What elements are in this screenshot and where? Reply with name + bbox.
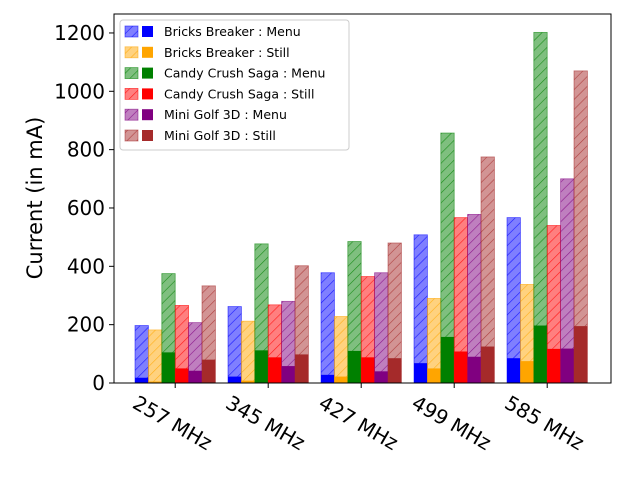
bar-still-total — [147, 329, 163, 384]
bar-menu-total — [134, 325, 149, 384]
y-tick-label: 0 — [92, 371, 105, 395]
bar-menu-base — [135, 377, 149, 383]
bar-menu-base — [414, 363, 428, 383]
x-axis: 257 MHz 345 MHz 427 MHz 499 MHz 585 MHz — [129, 383, 589, 455]
legend-hatch-swatch — [124, 88, 139, 100]
bar-still-base — [295, 354, 309, 383]
bar-menu-base — [281, 366, 295, 383]
y-tick-label: 800 — [67, 138, 105, 162]
bar-still-total — [240, 320, 256, 384]
bar-still-base — [148, 381, 162, 383]
bar-still-base — [202, 359, 216, 383]
y-tick-label: 1200 — [54, 21, 105, 45]
x-tick-label: 585 MHz — [501, 391, 589, 455]
bar-menu-base — [254, 350, 269, 383]
bar-still-base — [388, 358, 402, 383]
legend-label: Mini Golf 3D : Menu — [164, 107, 287, 122]
bar-menu-total — [506, 217, 521, 384]
bar-still-base — [361, 357, 375, 383]
bar-still-base — [175, 368, 189, 383]
legend-box — [119, 19, 350, 151]
legend-label: Mini Golf 3D : Still — [164, 128, 276, 143]
x-tick-label: 499 MHz — [408, 391, 496, 455]
legend-solid-swatch — [142, 67, 153, 79]
bar-still-base — [334, 376, 348, 383]
bar-menu-base — [467, 356, 481, 383]
bar-menu-base — [188, 370, 202, 383]
x-tick-label: 345 MHz — [222, 391, 310, 455]
y-axis: 0 200 400 600 800 1000 1200 — [54, 21, 114, 395]
bar-menu-base — [161, 352, 176, 383]
bar-menu-total — [413, 234, 428, 384]
bar-still-base — [547, 348, 561, 383]
x-tick-label: 427 MHz — [315, 391, 403, 455]
bar-still-base — [427, 368, 441, 383]
bar-menu-base — [440, 336, 455, 383]
legend-solid-swatch — [142, 46, 153, 58]
y-tick-label: 600 — [67, 196, 105, 220]
legend-label: Bricks Breaker : Still — [164, 45, 290, 60]
legend-hatch-swatch — [124, 67, 139, 79]
legend-solid-swatch — [142, 130, 153, 141]
bar-menu-base — [507, 358, 521, 383]
x-tick-label: 257 MHz — [129, 391, 217, 455]
legend-solid-swatch — [142, 26, 153, 37]
bar-still-base — [454, 351, 468, 383]
legend-hatch-swatch — [124, 129, 139, 142]
legend-solid-swatch — [142, 109, 153, 121]
plot-frame — [113, 13, 612, 384]
y-axis-title: Current (in mA) — [23, 117, 47, 280]
legend-hatch-swatch — [124, 25, 139, 38]
bar-menu-total — [227, 306, 242, 384]
bar-still-base — [241, 380, 255, 383]
legend-label: Bricks Breaker : Menu — [164, 24, 301, 39]
legend-hatch-swatch — [124, 108, 139, 121]
bar-menu-base — [374, 371, 388, 383]
y-tick-label: 200 — [67, 313, 105, 337]
bar-menu-base — [347, 350, 362, 383]
legend: Bricks Breaker : Menu Bricks Breaker : St… — [119, 19, 350, 151]
bar-menu-base — [321, 374, 335, 383]
bar-still-base — [520, 361, 534, 383]
bar-menu-base — [560, 348, 574, 383]
legend-hatch-swatch — [124, 46, 139, 59]
bar-menu-total — [320, 272, 335, 384]
bar-still-base — [268, 357, 282, 383]
bar-still-base — [481, 346, 495, 383]
bar-still-base — [574, 326, 588, 383]
bar-still-total — [333, 316, 349, 384]
bars-layer — [134, 31, 588, 384]
y-tick-label: 400 — [67, 254, 105, 278]
bar-menu-total — [374, 272, 389, 384]
legend-label: Candy Crush Saga : Still — [164, 86, 314, 101]
bar-menu-base — [228, 376, 242, 383]
bar-menu-base — [533, 325, 548, 383]
y-tick-label: 1000 — [54, 79, 105, 103]
legend-solid-swatch — [142, 88, 153, 100]
legend-label: Candy Crush Saga : Menu — [164, 66, 325, 81]
